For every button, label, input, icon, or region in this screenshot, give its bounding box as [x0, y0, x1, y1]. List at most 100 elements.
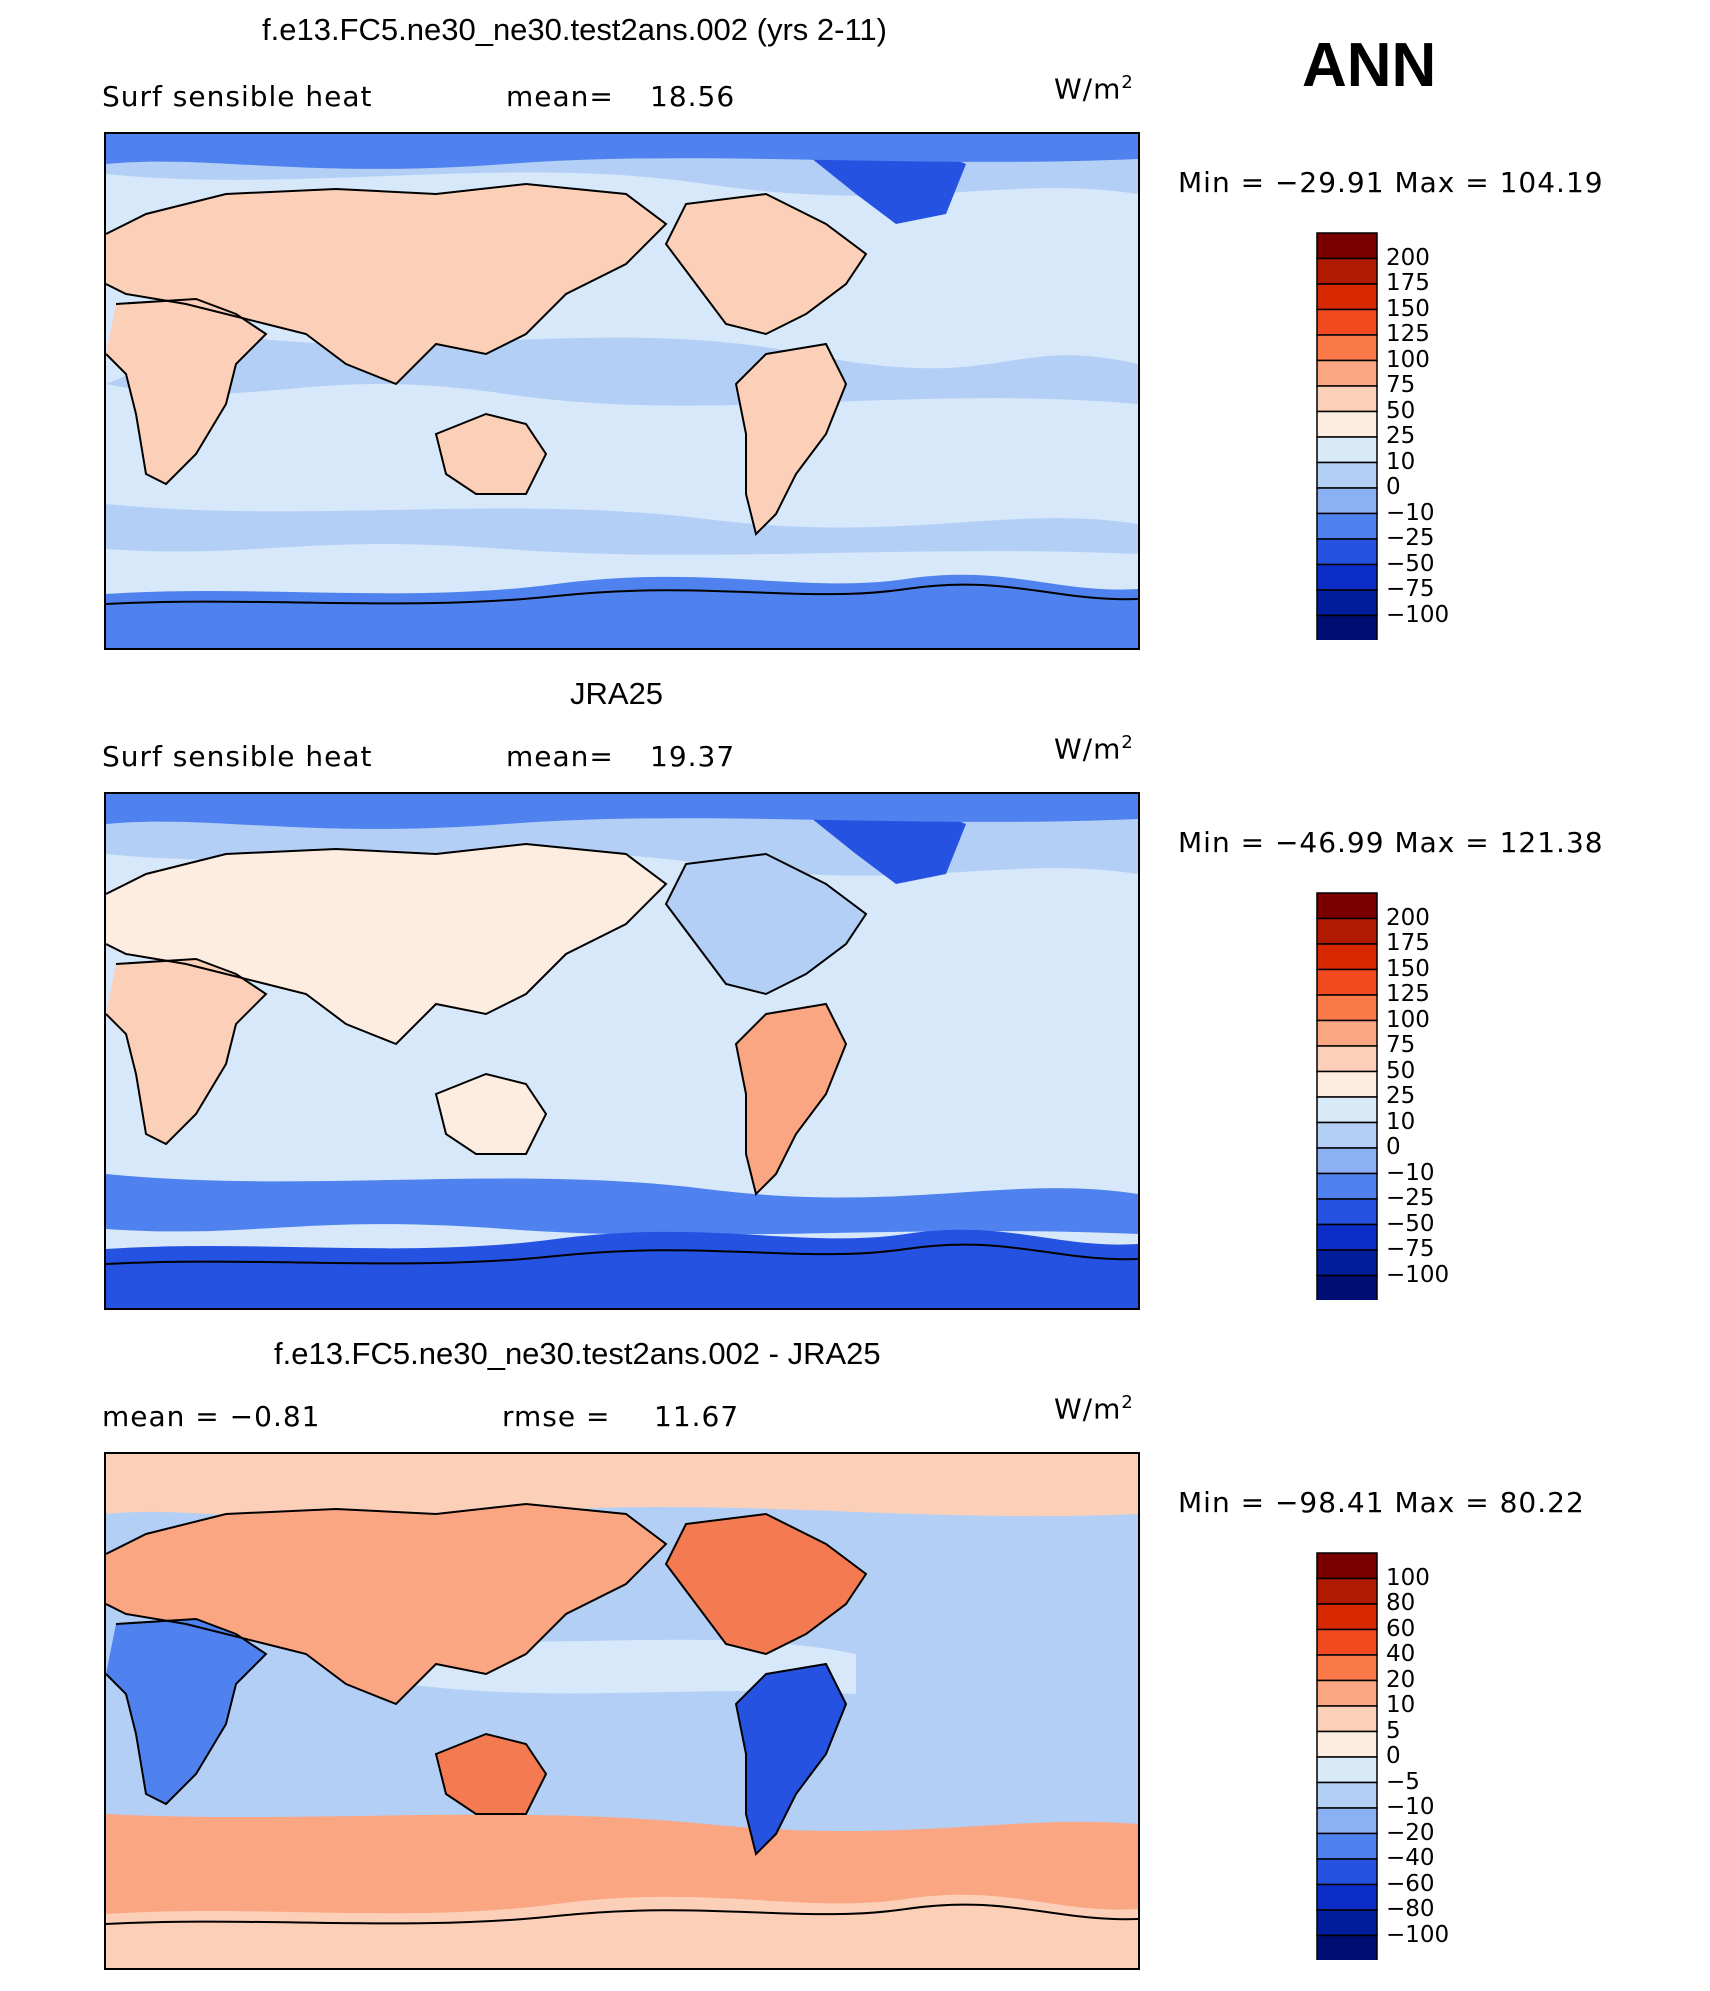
- colorbar-level-label: 25: [1386, 1083, 1416, 1109]
- colorbar-box: [1316, 512, 1378, 540]
- colorbar-box: [1316, 1807, 1378, 1835]
- coastline-africa: [106, 297, 268, 486]
- panel-3-colorbar-svg: [1316, 1552, 1378, 1960]
- colorbar-level-label: −100: [1386, 1921, 1450, 1948]
- colorbar-box: [1316, 1198, 1378, 1226]
- coastline-africa: [106, 1617, 268, 1806]
- coastline-australia: [434, 1072, 548, 1155]
- panel-2-map-svg: [106, 794, 1138, 1308]
- colorbar-box: [1316, 461, 1378, 489]
- colorbar-box: [1316, 334, 1378, 362]
- colorbar-box: [1316, 1909, 1378, 1937]
- colorbar-box: [1316, 589, 1378, 617]
- colorbar-level-label: −50: [1386, 1210, 1435, 1237]
- colorbar-level-label: −75: [1386, 1236, 1435, 1262]
- panel-2-title: JRA25: [570, 676, 664, 711]
- africa-land: [106, 959, 266, 1144]
- coastline-australia: [434, 1732, 548, 1815]
- coastline-africa: [106, 957, 268, 1146]
- colorbar-box: [1316, 1934, 1378, 1960]
- ocean-cool-band-south: [106, 1174, 1138, 1235]
- colorbar-box: [1316, 1679, 1378, 1707]
- panel-1-colorbar-svg: [1316, 232, 1378, 640]
- coastline-south-america: [734, 1662, 848, 1856]
- coastline-antarctica: [106, 1903, 1138, 1925]
- colorbar-level-label: 0: [1386, 1134, 1401, 1160]
- colorbar-box: [1316, 917, 1378, 945]
- colorbar-level-label: 10: [1386, 1692, 1416, 1718]
- panel-3-title: f.e13.FC5.ne30_ne30.test2ans.002 - JRA25: [274, 1336, 881, 1371]
- panel-1-variable-label: Surf sensible heat: [102, 80, 373, 113]
- north-america-land: [666, 854, 866, 994]
- colorbar-box: [1316, 1603, 1378, 1631]
- colorbar-box: [1316, 1730, 1378, 1758]
- panel-3-min-max: Min = −98.41 Max = 80.22: [1178, 1486, 1585, 1519]
- colorbar-box: [1316, 359, 1378, 387]
- colorbar-level-label: −10: [1386, 1794, 1435, 1820]
- colorbar-level-label: 125: [1386, 321, 1430, 347]
- colorbar-level-label: 50: [1386, 397, 1416, 424]
- panel-1-mean-label: mean=: [506, 80, 614, 113]
- coastline-north-america: [664, 192, 868, 336]
- colorbar-box: [1316, 1705, 1378, 1733]
- colorbar-box: [1316, 1249, 1378, 1277]
- colorbar-box: [1316, 436, 1378, 464]
- colorbar-box: [1316, 487, 1378, 515]
- colorbar-level-label: −25: [1386, 1185, 1435, 1211]
- panel-3-colorbar: [1316, 1552, 1378, 1960]
- colorbar-level-label: 50: [1386, 1057, 1416, 1084]
- australia-land: [436, 1074, 546, 1154]
- colorbar-level-label: 100: [1386, 1564, 1430, 1591]
- coastline-antarctica: [106, 1243, 1138, 1265]
- colorbar-level-label: 150: [1386, 955, 1430, 982]
- panel-1-map-svg: [106, 134, 1138, 648]
- colorbar-box: [1316, 1654, 1378, 1682]
- colorbar-box: [1316, 1172, 1378, 1200]
- greenland-field: [806, 144, 966, 224]
- panel-2-map: [104, 792, 1140, 1310]
- colorbar-level-label: −20: [1386, 1819, 1435, 1846]
- coastline-south-america: [734, 1002, 848, 1196]
- colorbar-box: [1316, 1883, 1378, 1911]
- colorbar-box: [1316, 257, 1378, 285]
- colorbar-box: [1316, 410, 1378, 438]
- panel-2-mean-label: mean=: [506, 740, 614, 773]
- colorbar-level-label: 40: [1386, 1641, 1416, 1667]
- colorbar-box: [1316, 1223, 1378, 1251]
- colorbar-level-label: 20: [1386, 1666, 1416, 1693]
- colorbar-level-label: −100: [1386, 1261, 1450, 1288]
- colorbar-level-label: 10: [1386, 1108, 1416, 1135]
- colorbar-level-label: 175: [1386, 930, 1430, 956]
- coastline-south-america: [734, 342, 848, 536]
- arctic-field: [106, 134, 1138, 169]
- colorbar-box: [1316, 308, 1378, 336]
- coastline-north-america: [664, 1512, 868, 1656]
- panel-1-mean-value: 18.56: [650, 80, 736, 113]
- panel-1-map: [104, 132, 1140, 650]
- panel-1-units: W/m2: [1054, 72, 1134, 106]
- colorbar-box: [1316, 1832, 1378, 1860]
- colorbar-box: [1316, 1045, 1378, 1073]
- colorbar-level-label: −100: [1386, 601, 1450, 628]
- panel-1-colorbar: [1316, 232, 1378, 640]
- antarctica-field: [106, 574, 1138, 648]
- colorbar-level-label: −50: [1386, 550, 1435, 577]
- south-america-land: [736, 1004, 846, 1194]
- colorbar-box: [1316, 232, 1378, 260]
- colorbar-box: [1316, 1096, 1378, 1124]
- colorbar-box: [1316, 563, 1378, 591]
- colorbar-level-label: 10: [1386, 448, 1416, 475]
- antarctica-field: [106, 1229, 1138, 1308]
- colorbar-level-label: 75: [1386, 372, 1416, 398]
- colorbar-box: [1316, 994, 1378, 1022]
- panel-3-map: [104, 1452, 1140, 1970]
- south-america-land: [736, 344, 846, 534]
- colorbar-box: [1316, 1756, 1378, 1784]
- colorbar-level-label: 100: [1386, 1006, 1430, 1033]
- colorbar-box: [1316, 1070, 1378, 1098]
- colorbar-box: [1316, 1019, 1378, 1047]
- colorbar-level-label: −75: [1386, 576, 1435, 602]
- colorbar-box: [1316, 385, 1378, 413]
- colorbar-level-label: 5: [1386, 1717, 1401, 1744]
